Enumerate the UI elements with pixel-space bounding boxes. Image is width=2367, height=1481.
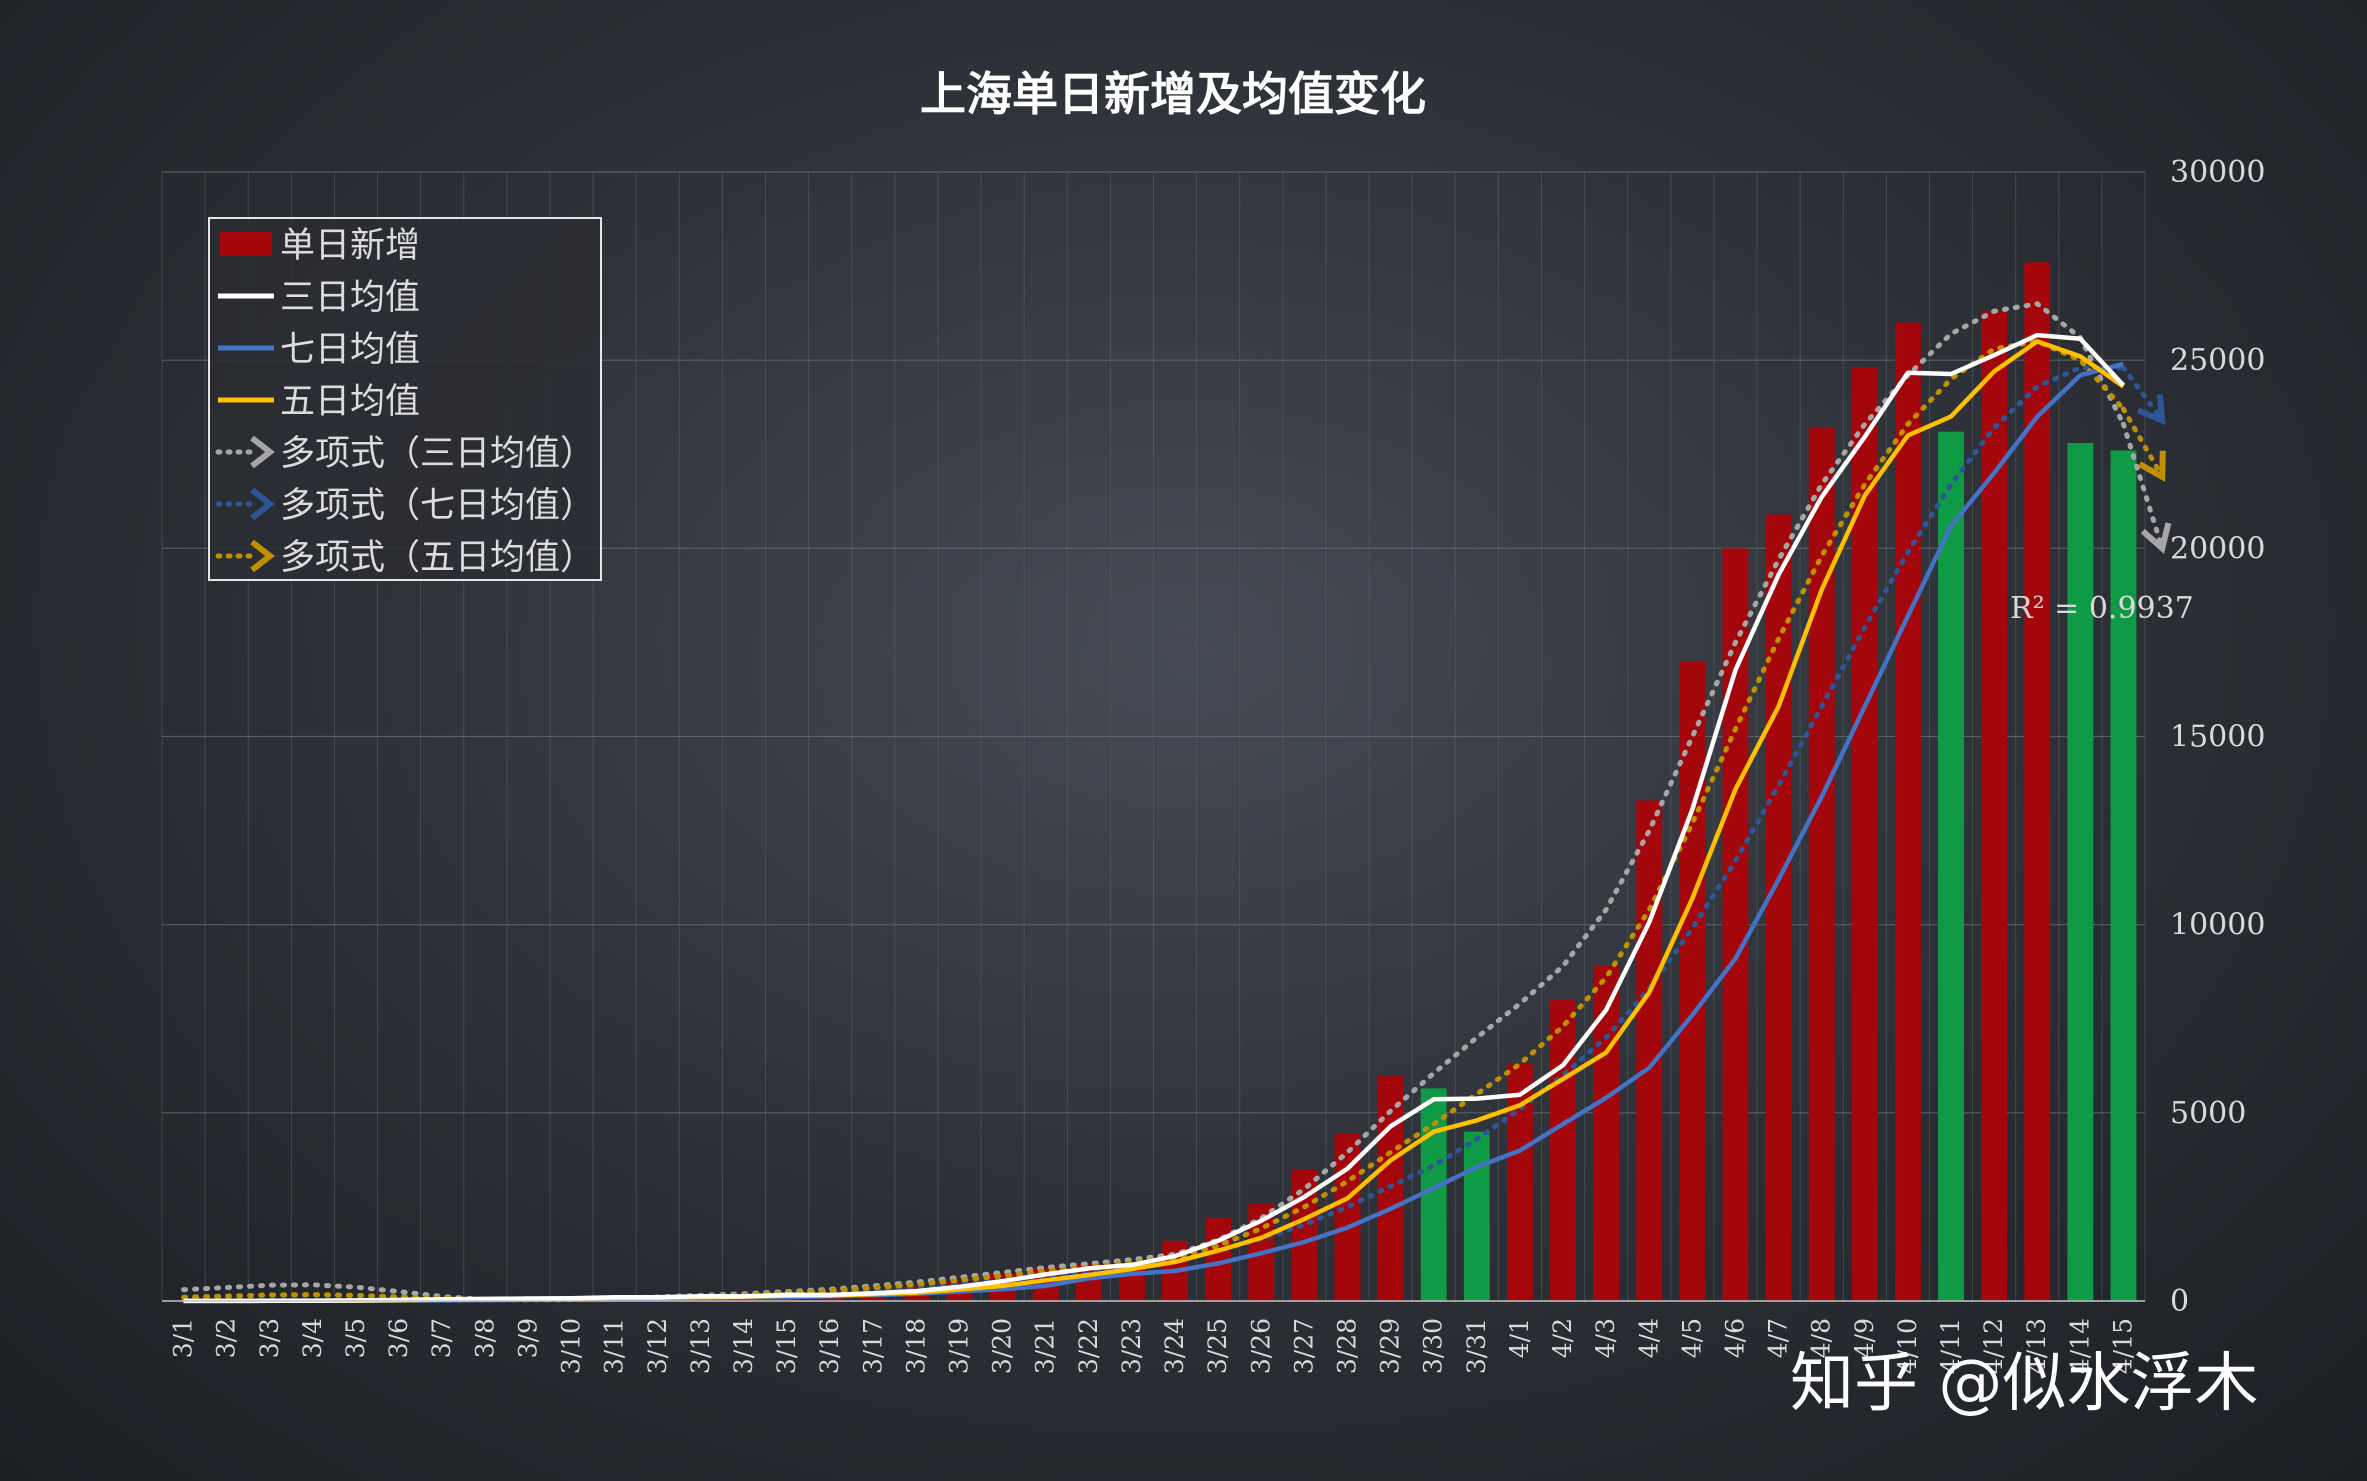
y-tick-label: 30000 [2170,155,2265,190]
x-tick-label: 4/7 [1764,1318,1793,1358]
legend-box [208,217,602,581]
x-tick-label: 3/28 [1332,1318,1361,1374]
legend-arrow-icon [250,487,275,521]
x-tick-label: 3/12 [643,1318,672,1374]
x-tick-label: 4/13 [2022,1318,2051,1374]
x-tick-label: 3/11 [600,1318,629,1374]
x-tick-label: 3/7 [427,1318,456,1358]
line-3day-avg [183,332,2126,1304]
x-tick-label: 3/6 [384,1318,413,1358]
r2-annotation: R² = 0.9937 [2010,591,2194,626]
legend-label: 三日均值 [280,278,420,318]
legend-label: 五日均值 [280,382,420,422]
x-tick-label: 3/1 [169,1318,198,1358]
trend-arrow-3day [2140,522,2172,554]
x-tick-label: 3/16 [815,1318,844,1374]
trend-extension [2120,421,2165,551]
x-tick-label: 3/8 [470,1318,499,1358]
legend-arrow-icon [250,435,275,469]
bar-daily-new [1765,514,1792,1301]
avg-layer [183,332,2126,1304]
legend-swatch-bar [220,232,272,256]
y-tick-label: 10000 [2170,908,2265,943]
chart-title: 上海单日新增及均值变化 [920,67,1426,121]
x-tick-label: 4/9 [1850,1318,1879,1358]
bar-daily-new [2024,262,2051,1301]
watermark: 知乎 @似水浮木 [1790,1347,2258,1421]
axis-layer: 0 5000 10000 15000 20000 25000 30000 3/1 3/2 3/3 3… [162,155,2265,1374]
x-tick-label: 3/5 [341,1318,370,1358]
x-tick-label: 4/12 [1979,1318,2008,1374]
bar-daily-new [1851,367,1878,1301]
legend-label: 七日均值 [280,330,420,370]
bar-daily-new [1679,661,1706,1301]
legend-label: 单日新增 [280,226,420,266]
x-tick-label: 3/19 [945,1318,974,1374]
trend-extension [2120,365,2165,423]
x-tick-label: 4/3 [1591,1318,1620,1358]
x-tick-label: 4/1 [1505,1318,1534,1358]
x-tick-label: 4/8 [1807,1318,1836,1358]
bar-daily-new [1938,431,1964,1301]
legend-label: 多项式（三日均值） [280,434,595,474]
bar-daily-new [1636,800,1663,1301]
trend-extension [2120,406,2165,480]
trend-arrow-7day [2137,394,2166,426]
x-tick-label: 3/4 [298,1318,327,1358]
x-tick-label: 3/2 [212,1318,241,1358]
x-tick-label: 3/31 [1462,1318,1491,1374]
x-tick-label: 3/30 [1419,1318,1448,1374]
x-tick-label: 3/26 [1246,1318,1275,1374]
x-tick-label: 3/24 [1160,1318,1189,1374]
bar-daily-new [1550,999,1576,1301]
x-tick-label: 3/23 [1117,1318,1146,1374]
x-tick-label: 4/14 [2065,1318,2094,1374]
bar-daily-new [2067,442,2094,1302]
x-tick-label: 4/2 [1548,1318,1577,1358]
bar-daily-new [1808,427,1835,1301]
trend-arrow-5day [2138,450,2166,482]
legend-label: 多项式（七日均值） [280,486,595,526]
bar-daily-new [1593,966,1620,1301]
x-tick-label: 4/4 [1634,1318,1663,1358]
x-tick-label: 3/21 [1031,1318,1060,1374]
x-tick-label: 3/13 [686,1318,715,1374]
x-tick-label: 3/18 [901,1318,930,1374]
x-tick-label: 4/10 [1893,1318,1922,1374]
x-tick-label: 3/25 [1203,1318,1232,1374]
x-tick-label: 3/3 [255,1318,284,1358]
legend-arrow-icon [250,539,275,573]
x-tick-label: 3/14 [729,1318,758,1374]
y-tick-label: 15000 [2170,720,2265,755]
y-tick-label: 25000 [2170,343,2265,378]
x-tick-label: 4/15 [2108,1318,2137,1374]
x-tick-label: 4/5 [1677,1318,1706,1358]
y-tick-label: 20000 [2170,531,2265,566]
y-tick-label: 5000 [2170,1096,2246,1131]
x-tick-label: 3/17 [858,1318,887,1374]
bar-daily-new [1463,1131,1490,1301]
x-tick-label: 4/6 [1720,1318,1749,1358]
x-tick-label: 4/11 [1936,1318,1965,1374]
x-tick-label: 3/15 [772,1318,801,1374]
legend-label: 多项式（五日均值） [280,538,595,578]
bar-daily-new [1894,322,1921,1301]
x-tick-label: 3/27 [1289,1318,1318,1374]
y-tick-label: 0 [2170,1284,2189,1319]
x-tick-label: 3/9 [513,1318,542,1358]
x-tick-label: 3/29 [1376,1318,1405,1374]
bar-daily-new [2110,450,2137,1301]
x-tick-label: 3/20 [988,1318,1017,1374]
x-tick-label: 3/10 [557,1318,586,1374]
x-tick-label: 3/22 [1074,1318,1103,1374]
